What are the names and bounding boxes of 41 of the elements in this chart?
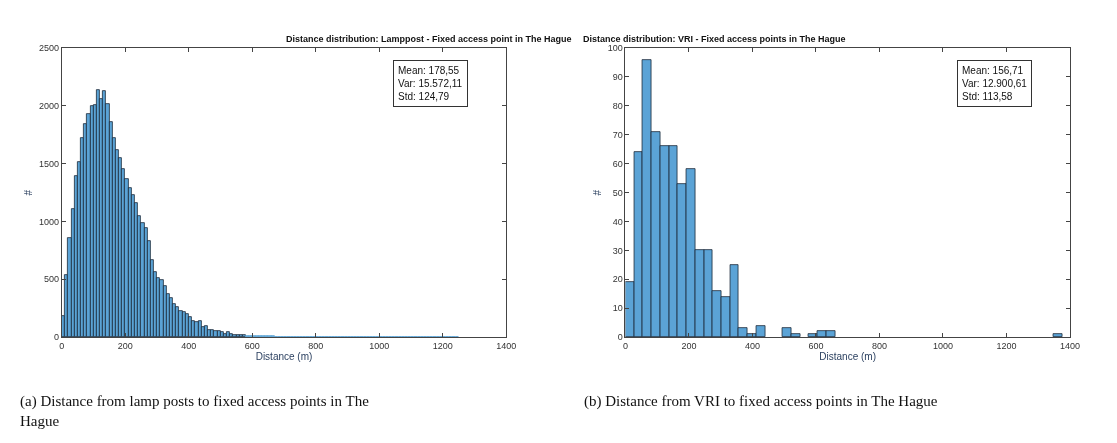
- x-tick-label: 800: [308, 340, 324, 351]
- x-axis-title: Distance (m): [255, 350, 313, 362]
- x-tick-label: 200: [681, 340, 697, 351]
- x-tick-label: 400: [181, 340, 197, 351]
- annotation: Mean: 178,55 Var: 15.572,11 Std: 124,79: [398, 65, 463, 102]
- x-tick-label: 1000: [932, 340, 953, 351]
- x-tick-label: 1000: [369, 340, 390, 351]
- x-tick-label: 1200: [432, 340, 453, 351]
- x-tick-label: 1400: [496, 340, 517, 351]
- y-axis-title: #: [22, 189, 34, 196]
- y-tick-label: 1000: [38, 216, 59, 227]
- chart-title: Distance distribution: Lamppost - Fixed access point in The Hague: [286, 34, 572, 44]
- y-tick-label: 1500: [38, 158, 59, 169]
- y-tick-label: 100: [607, 43, 623, 54]
- y-tick-label: 10: [612, 303, 623, 314]
- y-tick-label: 500: [43, 274, 59, 285]
- y-tick-label: 80: [612, 101, 623, 112]
- x-tick-label: 600: [244, 340, 260, 351]
- x-tick-label: 1200: [996, 340, 1017, 351]
- y-axis-title: #: [591, 189, 603, 196]
- text: (b) Distance from VRI to fixed access points in The Hague: [584, 393, 938, 410]
- x-axis-title: Distance (m): [819, 350, 877, 362]
- chart-title: Distance distribution: VRI - Fixed access points in The Hague: [583, 34, 846, 44]
- x-tick-label: 1400: [1059, 340, 1080, 351]
- y-tick-label: 40: [612, 216, 623, 227]
- y-tick-label: 70: [612, 129, 623, 140]
- x-tick-label: 400: [744, 340, 760, 351]
- y-tick-label: 50: [612, 187, 623, 198]
- annotation: Mean: 156,71 Var: 12.900,61 Std: 113,58: [962, 65, 1028, 102]
- y-tick-label: 30: [612, 245, 623, 256]
- y-tick-label: 2500: [38, 43, 59, 54]
- y-tick-label: 20: [612, 274, 623, 285]
- y-tick-label: 0: [617, 332, 623, 343]
- y-tick-label: 2000: [38, 101, 59, 112]
- text: (a) Distance from lamp posts to fixed access points in The Hague: [20, 393, 370, 429]
- x-tick-label: 800: [871, 340, 887, 351]
- x-tick-label: 600: [808, 340, 824, 351]
- y-tick-label: 60: [612, 158, 623, 169]
- y-tick-label: 0: [53, 332, 59, 343]
- x-tick-label: 200: [117, 340, 133, 351]
- y-tick-label: 90: [612, 72, 623, 83]
